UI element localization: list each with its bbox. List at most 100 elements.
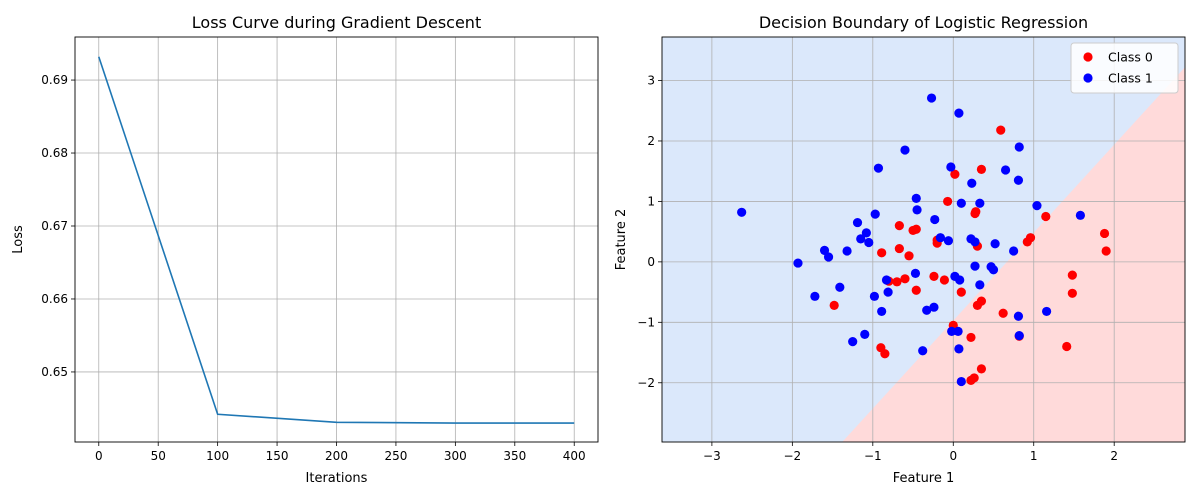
class-1-point [737, 207, 747, 217]
x-tick-label: 350 [503, 449, 526, 463]
x-tick-label: 250 [384, 449, 407, 463]
class-1-point [912, 205, 922, 215]
y-tick-label: 0.65 [41, 365, 68, 379]
loss-grid [75, 37, 598, 442]
class-1-point [860, 329, 870, 339]
y-tick-label: 0.66 [41, 292, 68, 306]
class-1-point [954, 344, 964, 354]
y-tick-label: 0.68 [41, 146, 68, 160]
class-0-point [943, 196, 953, 207]
class-0-point [971, 207, 981, 217]
loss-chart: 0 50 100 150 200 250 300 350 400 0.65 0.66 0.67 0.68… [11, 13, 599, 486]
class-0-point [972, 300, 983, 310]
x-tick-label: 0 [949, 449, 957, 463]
class-1-point [988, 265, 999, 275]
class-1-point [873, 163, 884, 173]
class-1-point [935, 233, 946, 243]
class-1-point [930, 214, 940, 225]
class-1-point [877, 306, 887, 317]
x-tick-label: 200 [325, 449, 348, 463]
scatter-ticks: −3 −2 −1 0 1 2 −2 −1 0 1 2 3 [637, 74, 1118, 463]
class-1-point [900, 145, 910, 155]
class-1-point [881, 275, 892, 285]
class-1-point [1042, 306, 1052, 317]
class-1-point [823, 252, 834, 262]
class-1-point [922, 305, 932, 315]
class-1-point [861, 228, 871, 238]
y-tick-label: −1 [637, 315, 655, 329]
class-0-point [1099, 228, 1110, 239]
class-0-point [996, 125, 1006, 135]
class-1-point [1032, 201, 1042, 211]
legend: Class 0 Class 1 [1070, 42, 1179, 94]
class-1-point [835, 282, 845, 292]
class-0-point [892, 277, 902, 287]
class-1-point [911, 193, 921, 203]
y-tick-label: 2 [647, 134, 655, 148]
loss-x-axis-label: Iterations [306, 471, 368, 486]
class-1-point [852, 217, 863, 228]
legend-label-class-0: Class 0 [1108, 50, 1153, 65]
loss-line [98, 56, 575, 424]
class-0-point [929, 271, 939, 281]
class-1-point [947, 326, 957, 336]
class-0-point [900, 274, 910, 284]
loss-chart-title: Loss Curve during Gradient Descent [192, 13, 481, 32]
class-1-point [975, 198, 985, 208]
x-tick-label: 400 [563, 449, 586, 463]
class-1-point [1014, 331, 1024, 341]
x-tick-label: −3 [703, 449, 721, 463]
class-0-point [966, 332, 976, 343]
class-1-point [967, 178, 977, 188]
class-1-point [910, 268, 921, 278]
class-1-point [955, 275, 965, 285]
legend-label-class-1: Class 1 [1108, 71, 1153, 86]
class-0-point [976, 164, 987, 174]
x-tick-label: 50 [151, 449, 166, 463]
y-tick-label: 0.67 [41, 219, 68, 233]
class-1-point [810, 291, 820, 301]
class-1-point [946, 162, 956, 172]
legend-box [1070, 42, 1179, 94]
loss-ticks: 0 50 100 150 200 250 300 350 400 0.65 0.66 0.67 0.68… [41, 73, 585, 463]
decision-boundary-chart: −3 −2 −1 0 1 2 −2 −1 0 1 2 3 Decision Boundary of L… [614, 13, 1186, 486]
class-1-point [883, 287, 893, 297]
class-0-point [1041, 211, 1051, 222]
x-tick-label: 0 [95, 449, 103, 463]
class-0-point [939, 275, 950, 285]
class-0-point [911, 285, 921, 295]
class-1-point [819, 245, 830, 255]
class-0-point [1067, 288, 1077, 298]
class-1-point [953, 326, 963, 336]
class-0-point [1067, 270, 1077, 280]
class-1-point [1000, 165, 1011, 175]
scatter-axes-frame [661, 36, 1186, 443]
x-tick-label: −2 [783, 449, 801, 463]
class-1-point [842, 246, 852, 256]
x-tick-label: −1 [864, 449, 882, 463]
class-1-point [926, 93, 937, 103]
y-tick-label: 0 [647, 255, 655, 269]
class-0-point [950, 169, 960, 179]
class-1-point [1013, 311, 1024, 321]
class-0-point [894, 243, 904, 254]
class-0-point [894, 221, 904, 231]
class-1-point [1075, 210, 1085, 220]
scatter-points [737, 93, 1111, 387]
class-1-point [943, 236, 954, 246]
class-1-point [929, 302, 939, 312]
class-0-point [880, 349, 890, 359]
x-tick-label: 100 [206, 449, 229, 463]
class-0-point [829, 300, 839, 310]
scatter-chart-title: Decision Boundary of Logistic Regression [759, 13, 1088, 32]
loss-axes-frame [74, 36, 599, 443]
class-1-point [870, 209, 880, 219]
class-1-point [869, 291, 880, 301]
class-1-point [975, 280, 985, 290]
y-tick-label: 3 [647, 74, 655, 88]
class-1-point [1014, 142, 1024, 152]
class-1-point [954, 108, 964, 118]
y-tick-label: −2 [637, 376, 655, 390]
class-1-point [864, 237, 874, 248]
